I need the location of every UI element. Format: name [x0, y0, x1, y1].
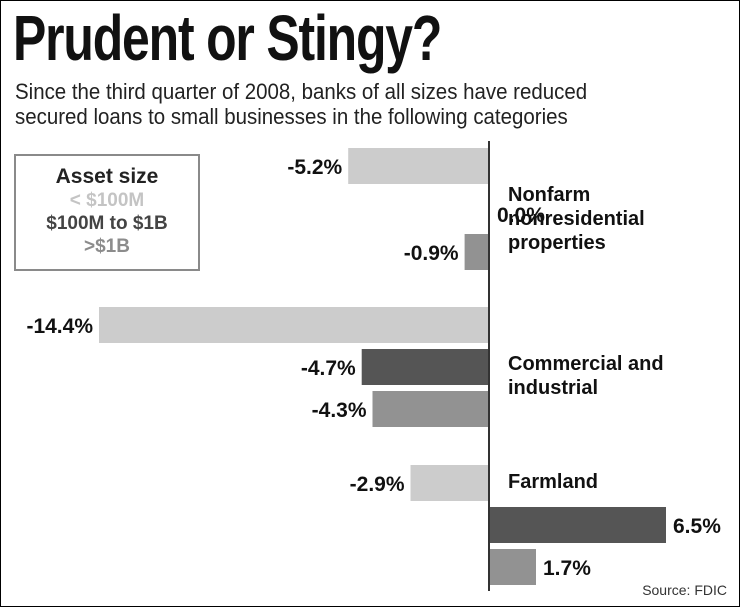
- data-label-commercial-series-1: -4.7%: [301, 357, 356, 380]
- category-label-commercial-line-1: industrial: [508, 377, 598, 399]
- data-label-commercial-series-2: -4.3%: [312, 399, 367, 422]
- legend-item-mid-banks: $100M to $1B: [46, 213, 168, 234]
- data-label-nonfarm-series-1: 0.0%: [497, 204, 545, 227]
- data-label-commercial-series-0: -14.4%: [26, 315, 93, 338]
- subtitle-line-2: secured loans to small businesses in the…: [15, 104, 568, 129]
- category-label-commercial-line-0: Commercial and: [508, 353, 664, 375]
- source-note: Source: FDIC: [642, 582, 727, 598]
- chart-title: Prudent or Stingy?: [13, 2, 442, 74]
- bar-nonfarm-series-0: [348, 148, 489, 184]
- data-label-farmland-series-1: 6.5%: [673, 515, 721, 538]
- bar-nonfarm-series-2: [464, 234, 489, 270]
- legend-title: Asset size: [55, 165, 159, 188]
- category-label-nonfarm-line-0: Nonfarm: [508, 184, 590, 206]
- category-label-nonfarm-line-1: nonresidential: [508, 208, 645, 230]
- bar-farmland-series-1: [490, 507, 666, 543]
- category-label-farmland-line-0: Farmland: [508, 471, 598, 493]
- legend: Asset size < $100M $100M to $1B >$1B: [14, 154, 200, 271]
- bar-farmland-series-0: [410, 465, 489, 501]
- bar-farmland-series-2: [490, 549, 536, 585]
- subtitle-line-1: Since the third quarter of 2008, banks o…: [15, 79, 588, 104]
- data-label-nonfarm-series-0: -5.2%: [287, 156, 342, 179]
- bar-commercial-series-1: [361, 349, 489, 385]
- chart-subtitle: Since the third quarter of 2008, banks o…: [15, 79, 587, 129]
- bar-commercial-series-0: [99, 307, 489, 343]
- legend-item-large-banks: >$1B: [84, 236, 130, 257]
- data-label-nonfarm-series-2: -0.9%: [404, 242, 459, 265]
- legend-item-small-banks: < $100M: [69, 190, 145, 211]
- data-label-farmland-series-0: -2.9%: [350, 473, 405, 496]
- data-label-farmland-series-2: 1.7%: [543, 557, 591, 580]
- bar-commercial-series-2: [372, 391, 489, 427]
- category-label-nonfarm-line-2: properties: [508, 232, 606, 254]
